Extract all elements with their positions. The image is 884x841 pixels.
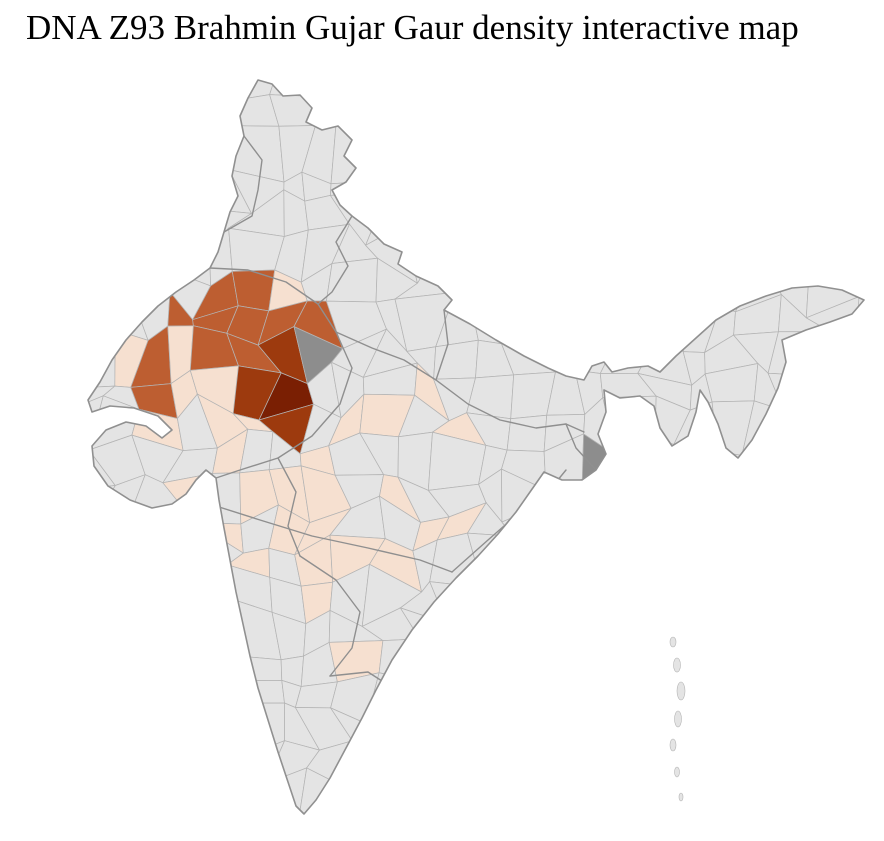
district-cell[interactable] <box>673 443 725 474</box>
state-border-line <box>335 331 585 433</box>
district-cell[interactable] <box>325 257 378 303</box>
district-cell[interactable] <box>67 326 116 389</box>
district-cells[interactable] <box>54 68 860 829</box>
district-cell[interactable] <box>91 311 149 341</box>
district-cell[interactable] <box>602 395 657 457</box>
state-border-line <box>215 505 453 573</box>
state-border-line <box>435 309 449 381</box>
district-cell[interactable] <box>330 125 387 185</box>
island <box>674 766 680 778</box>
state-border-line <box>215 331 353 479</box>
district-cell[interactable] <box>269 68 315 97</box>
island <box>669 738 677 752</box>
page-title: DNA Z93 Brahmin Gujar Gaur density inter… <box>26 8 799 47</box>
district-cell[interactable] <box>767 331 831 376</box>
state-border-line <box>277 457 301 557</box>
island <box>669 636 677 648</box>
district-cell[interactable] <box>330 181 389 196</box>
island <box>673 657 681 673</box>
state-border-line <box>299 555 361 677</box>
district-cell[interactable] <box>230 702 285 762</box>
district-cell[interactable] <box>543 334 591 373</box>
district-cell[interactable] <box>433 339 479 380</box>
district-cell[interactable] <box>231 654 283 682</box>
island <box>678 792 684 802</box>
district-cell[interactable] <box>648 304 692 353</box>
island <box>676 681 686 701</box>
district-cell[interactable] <box>500 301 545 345</box>
andaman-islands <box>669 636 686 802</box>
state-border-line <box>223 135 263 233</box>
district-cell[interactable] <box>638 438 691 482</box>
district-cell[interactable] <box>545 478 584 503</box>
district-cell[interactable] <box>235 680 285 704</box>
island <box>674 710 682 728</box>
state-border-line <box>565 423 597 471</box>
district-cell[interactable] <box>364 192 406 247</box>
district-cell[interactable] <box>506 414 548 452</box>
district-cell[interactable] <box>429 581 483 624</box>
district-cell[interactable] <box>207 472 242 525</box>
district-cell[interactable] <box>705 259 747 313</box>
district-cell[interactable] <box>471 307 512 345</box>
district-cell[interactable] <box>76 485 117 516</box>
state-border-line <box>209 267 337 333</box>
state-border-line <box>317 215 353 305</box>
